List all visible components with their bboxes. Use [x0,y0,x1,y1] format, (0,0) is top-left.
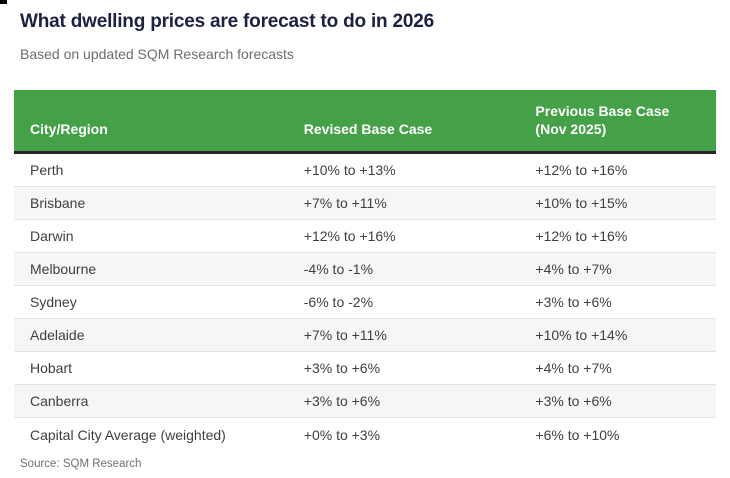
cell-revised: -6% to -2% [287,285,520,319]
cell-revised: +7% to +11% [287,186,520,220]
table-row-perth: Perth +10% to +13% +12% to +16% [14,152,716,187]
page-subtitle: Based on updated SQM Research forecasts [20,46,294,62]
forecast-table: City/Region Revised Base Case Previous B… [14,90,716,453]
cell-city: Hobart [14,351,288,385]
cell-previous: +10% to +15% [519,186,716,220]
table-row-sydney: Sydney -6% to -2% +3% to +6% [14,285,716,319]
cell-city: Darwin [14,219,288,253]
cell-city: Canberra [14,384,288,418]
cell-revised: +12% to +16% [287,219,520,253]
cell-revised: +3% to +6% [287,351,520,385]
cell-previous: +6% to +10% [535,427,620,443]
cell-previous: +10% to +14% [519,318,716,352]
cell-previous: +3% to +6% [519,384,716,418]
page-title: What dwelling prices are forecast to do … [20,11,434,32]
column-header-revised-base-case: Revised Base Case [287,90,520,154]
table-row-canberra: Canberra +3% to +6% +3% to +6% [14,384,716,418]
table-row-brisbane: Brisbane +7% to +11% +10% to +15% [14,186,716,220]
cell-revised: -4% to -1% [287,252,520,286]
table-row-capital-city-average: Capital City Average (weighted) +0% to +… [14,418,716,454]
table-row-melbourne: Melbourne -4% to -1% +4% to +7% [14,252,716,286]
cell-revised: +3% to +6% [287,384,520,418]
column-header-city-region: City/Region [14,90,288,154]
table-body: Perth +10% to +13% +12% to +16% Brisbane… [14,152,716,454]
cell-city: Capital City Average (weighted) [30,427,226,443]
table-row-hobart: Hobart +3% to +6% +4% to +7% [14,351,716,385]
table-header: City/Region Revised Base Case Previous B… [14,90,716,154]
cell-previous: +4% to +7% [519,252,716,286]
table-row-darwin: Darwin +12% to +16% +12% to +16% [14,219,716,253]
source-note: Source: SQM Research [20,458,142,470]
cell-city: Brisbane [14,186,288,220]
cell-city: Adelaide [14,318,288,352]
cell-revised: +0% to +3% [303,427,381,443]
cell-revised: +7% to +11% [287,318,520,352]
cell-city: Perth [14,152,288,187]
cell-previous: +12% to +16% [519,152,716,187]
cell-city: Sydney [14,285,288,319]
corner-mark [0,0,7,4]
table-row-adelaide: Adelaide +7% to +11% +10% to +14% [14,318,716,352]
cell-previous: +4% to +7% [519,351,716,385]
cell-revised: +10% to +13% [287,152,520,187]
cell-previous: +3% to +6% [519,285,716,319]
cell-city: Melbourne [14,252,288,286]
column-header-previous-base-case: Previous Base Case (Nov 2025) [519,90,716,154]
cell-previous: +12% to +16% [519,219,716,253]
table-header-row: City/Region Revised Base Case Previous B… [14,90,716,154]
